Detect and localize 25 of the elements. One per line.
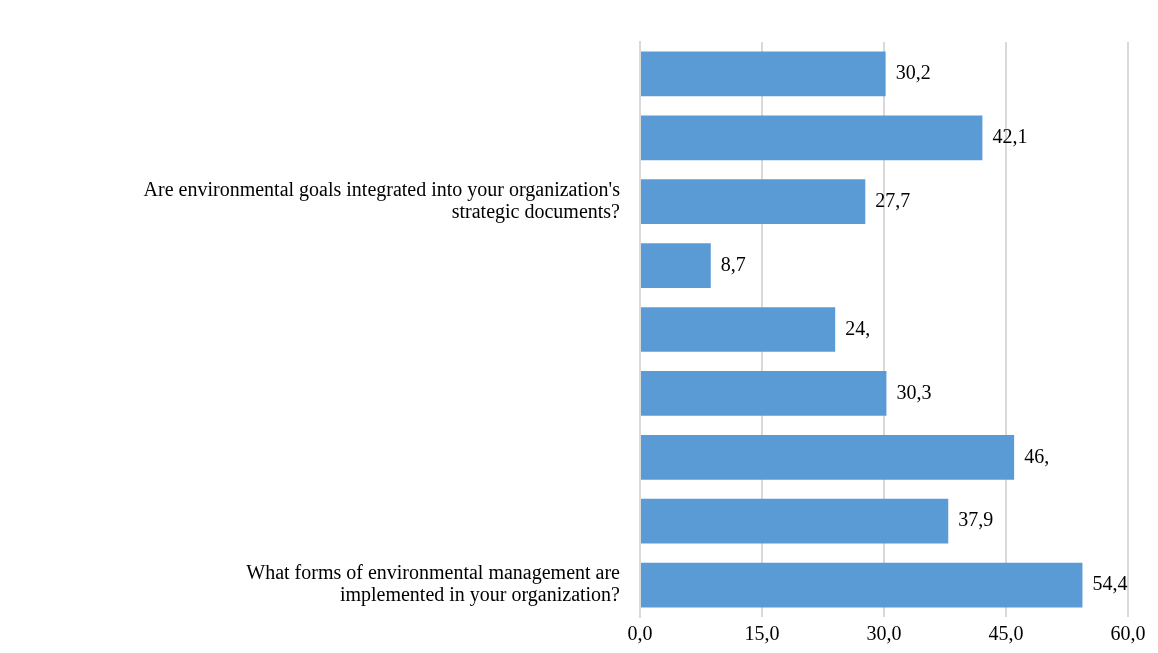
- bar: [641, 434, 1015, 480]
- bar: [641, 179, 866, 225]
- data-label: 30,2: [895, 61, 931, 84]
- bar: [641, 51, 886, 97]
- x-tick-label: 15,0: [744, 622, 780, 645]
- data-label: 54,4: [1092, 572, 1128, 595]
- x-tick-label: 45,0: [988, 622, 1024, 645]
- y-tick-label: Are environmental goals integrated into your organization's strategic documents?: [143, 177, 621, 223]
- x-tick-label: 60,0: [1110, 622, 1146, 645]
- bar: [641, 115, 983, 161]
- bar: [641, 371, 887, 416]
- bar: [641, 498, 949, 544]
- bar: [641, 243, 711, 288]
- data-label: 8,7: [720, 252, 746, 275]
- bar: [641, 562, 1083, 608]
- data-label: 46,: [1024, 444, 1050, 467]
- data-label: 42,1: [992, 125, 1028, 148]
- bar: [641, 307, 836, 352]
- data-label: 37,9: [958, 508, 994, 531]
- data-label: 24,: [845, 316, 871, 339]
- x-tick-label: 30,0: [866, 622, 902, 645]
- x-tick-label: 0,0: [627, 622, 653, 645]
- y-tick-label: What forms of environmental management are implemented in your organization?: [246, 561, 621, 607]
- data-label: 27,7: [875, 188, 911, 211]
- data-label: 30,3: [896, 380, 932, 403]
